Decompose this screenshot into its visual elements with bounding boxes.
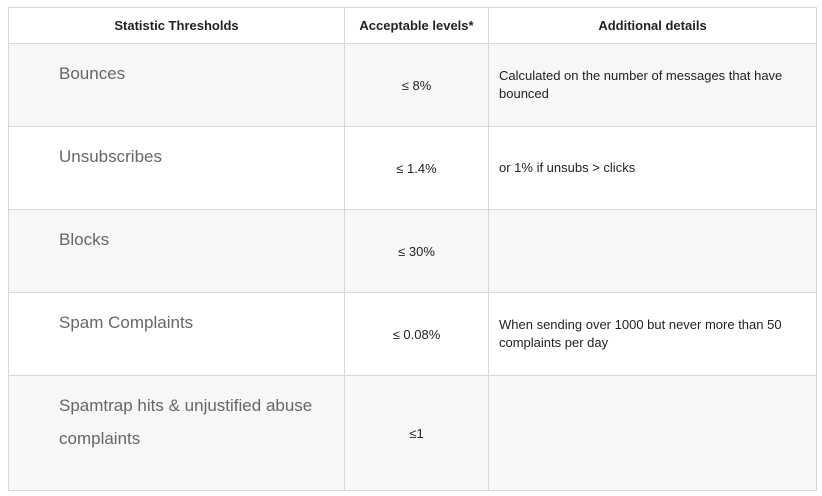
level-cell: ≤ 30% (344, 209, 489, 293)
details-cell: When sending over 1000 but never more th… (488, 292, 817, 376)
header-levels: Acceptable levels* (344, 7, 489, 44)
level-cell: ≤1 (344, 375, 489, 491)
header-details: Additional details (488, 7, 817, 44)
table-row: Spamtrap hits & unjustified abuse compla… (8, 375, 817, 491)
statistic-cell: Bounces (8, 43, 345, 127)
details-cell (488, 209, 817, 293)
statistic-cell: Blocks (8, 209, 345, 293)
table-row: Spam Complaints ≤ 0.08% When sending over … (8, 292, 817, 376)
details-cell: Calculated on the number of messages tha… (488, 43, 817, 127)
thresholds-table: Statistic Thresholds Acceptable levels* … (8, 7, 817, 491)
statistic-cell: Unsubscribes (8, 126, 345, 210)
table-row: Unsubscribes ≤ 1.4% or 1% if unsubs > clic… (8, 126, 817, 210)
header-statistic: Statistic Thresholds (8, 7, 345, 44)
level-cell: ≤ 0.08% (344, 292, 489, 376)
table-row: Blocks ≤ 30% (8, 209, 817, 293)
statistic-cell: Spam Complaints (8, 292, 345, 376)
level-cell: ≤ 1.4% (344, 126, 489, 210)
details-cell: or 1% if unsubs > clicks (488, 126, 817, 210)
statistic-cell: Spamtrap hits & unjustified abuse compla… (8, 375, 345, 491)
header-row: Statistic Thresholds Acceptable levels* … (8, 7, 817, 44)
level-cell: ≤ 8% (344, 43, 489, 127)
table-row: Bounces ≤ 8% Calculated on the number of m… (8, 43, 817, 127)
details-cell (488, 375, 817, 491)
